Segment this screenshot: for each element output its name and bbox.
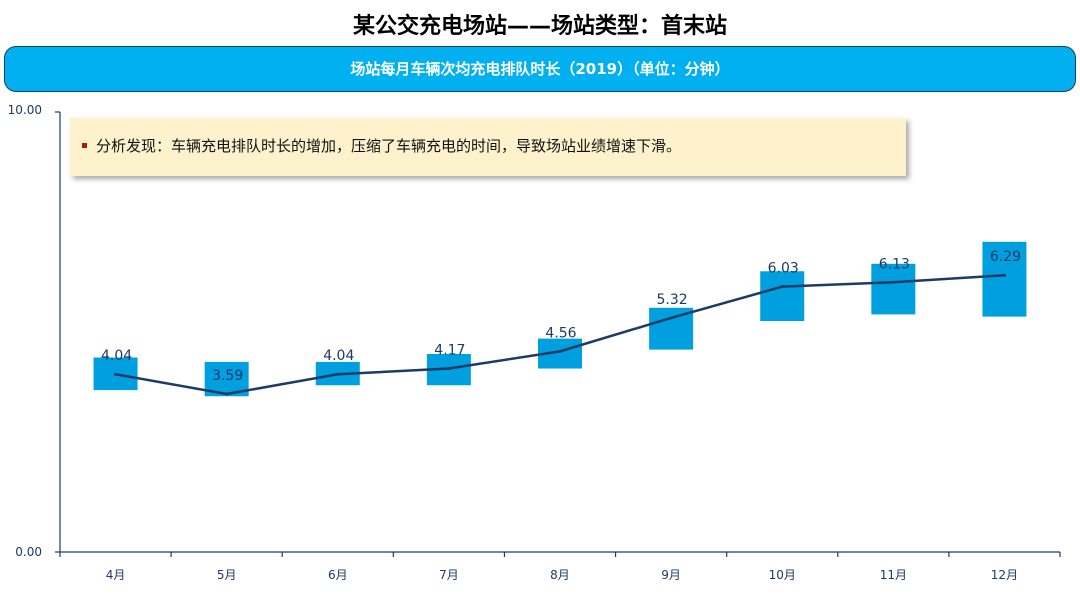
data-label: 6.29	[990, 249, 1021, 265]
data-point	[780, 285, 784, 289]
data-label: 4.17	[434, 343, 465, 359]
data-label: 4.04	[101, 348, 132, 364]
data-label: 4.04	[323, 348, 354, 364]
page-title: 某公交充电场站——场站类型：首末站	[352, 14, 727, 39]
data-label: 3.59	[212, 368, 243, 384]
data-label: 6.13	[879, 256, 910, 272]
data-point	[114, 372, 118, 376]
axes: 10.00 0.00	[8, 103, 1061, 559]
analysis-note-text: 分析发现：车辆充电排队时长的增加，压缩了车辆充电的时间，导致场站业绩增速下滑。	[96, 137, 682, 155]
x-tick-label: 12月	[991, 568, 1018, 582]
y-tick-label-min: 0.00	[15, 545, 42, 559]
range-boxes	[93, 241, 1027, 397]
x-tick-labels: 4月 5月 6月 7月 8月 9月 10月 11月 12月	[106, 568, 1018, 582]
chart-title-banner: 场站每月车辆次均充电排队时长（2019）（单位：分钟）	[4, 46, 1076, 92]
bullet-icon	[82, 143, 87, 148]
range-box	[871, 263, 916, 315]
data-label: 5.32	[657, 292, 688, 308]
data-point	[669, 316, 673, 320]
y-tick-label-max: 10.00	[8, 103, 42, 117]
x-tick-label: 6月	[328, 568, 348, 582]
x-tick-label: 7月	[439, 568, 459, 582]
data-labels: 4.04 3.59 4.04 4.17 4.56 5.32 6.03 6.13 6.29	[101, 249, 1021, 384]
data-point	[891, 280, 895, 284]
x-tick-label: 10月	[769, 568, 796, 582]
data-point	[225, 392, 229, 396]
data-point	[558, 349, 562, 353]
data-point	[1002, 273, 1006, 277]
x-tick-label: 4月	[106, 568, 126, 582]
x-tick-label: 8月	[550, 568, 570, 582]
x-tick-label: 11月	[880, 568, 907, 582]
data-point	[447, 367, 451, 371]
data-point	[336, 372, 340, 376]
data-label: 4.56	[545, 325, 576, 341]
data-label: 6.03	[768, 261, 799, 277]
range-box	[760, 271, 805, 321]
series-line	[114, 273, 1006, 396]
x-tick-label: 5月	[217, 568, 237, 582]
range-box	[982, 241, 1027, 317]
x-tick-label: 9月	[661, 568, 681, 582]
analysis-note: 分析发现：车辆充电排队时长的增加，压缩了车辆充电的时间，导致场站业绩增速下滑。	[70, 118, 906, 176]
